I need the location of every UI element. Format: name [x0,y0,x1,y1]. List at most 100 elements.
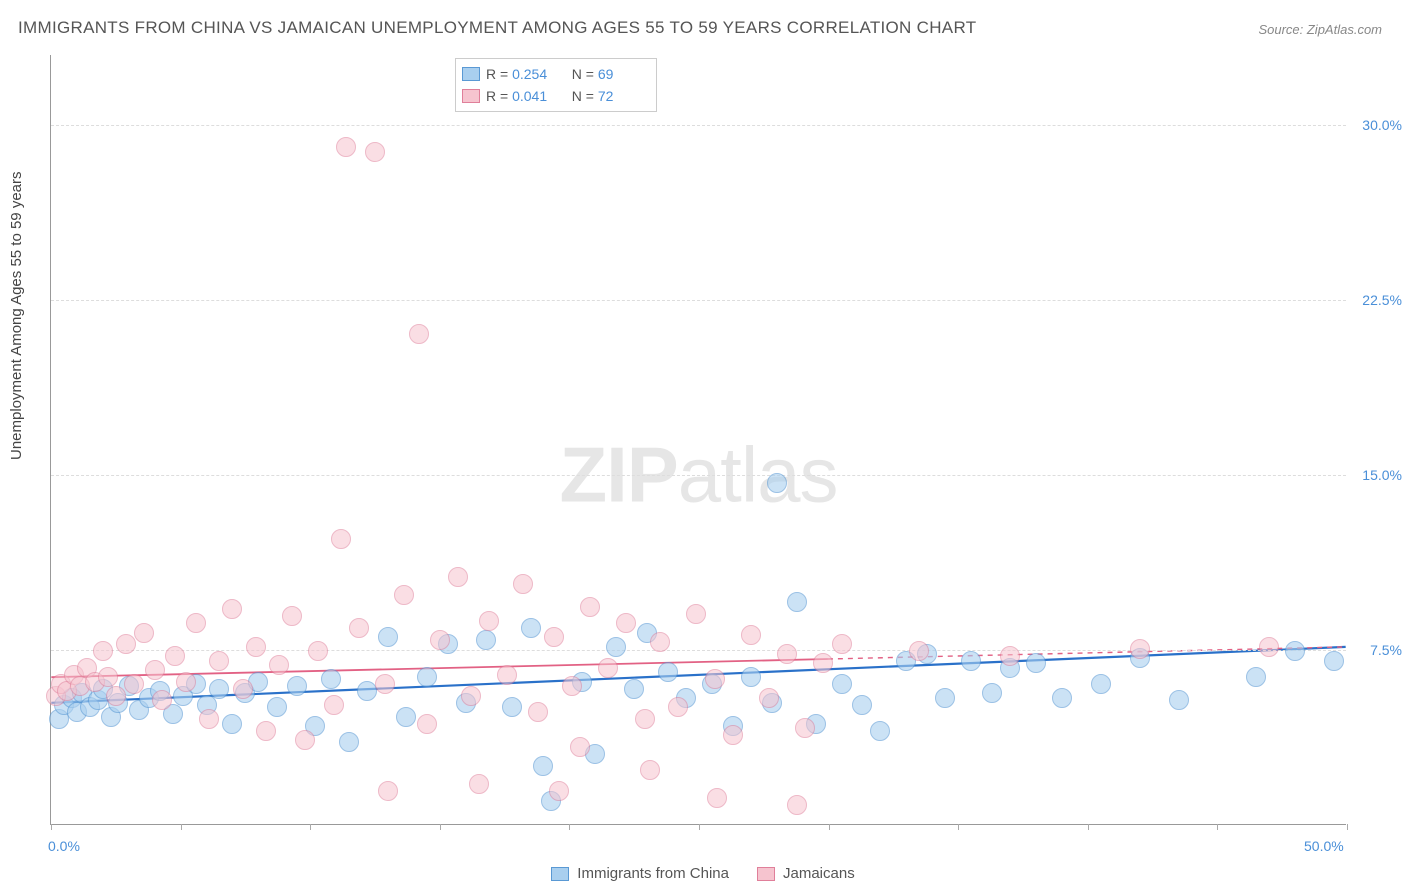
scatter-point-china [209,679,229,699]
y-tick-label: 30.0% [1362,117,1402,133]
scatter-point-jamaicans [479,611,499,631]
scatter-point-china [787,592,807,612]
scatter-point-china [321,669,341,689]
scatter-point-china [1246,667,1266,687]
scatter-point-jamaicans [497,665,517,685]
x-tick [699,824,700,830]
scatter-point-china [606,637,626,657]
scatter-point-china [339,732,359,752]
scatter-point-jamaicans [98,667,118,687]
gridline [51,125,1346,126]
scatter-point-jamaicans [686,604,706,624]
x-tick [1347,824,1348,830]
x-tick [1217,824,1218,830]
scatter-point-jamaicans [134,623,154,643]
scatter-point-jamaicans [616,613,636,633]
legend-swatch [551,867,569,881]
scatter-point-jamaicans [430,630,450,650]
scatter-point-jamaicans [741,625,761,645]
scatter-point-jamaicans [635,709,655,729]
scatter-point-jamaicans [93,641,113,661]
scatter-point-jamaicans [186,613,206,633]
scatter-point-jamaicans [461,686,481,706]
scatter-point-china [1052,688,1072,708]
x-tick [310,824,311,830]
scatter-point-china [852,695,872,715]
legend-swatch [462,89,480,103]
x-tick [1088,824,1089,830]
scatter-point-jamaicans [580,597,600,617]
scatter-point-jamaicans [469,774,489,794]
scatter-point-china [1285,641,1305,661]
scatter-point-jamaicans [324,695,344,715]
scatter-point-china [935,688,955,708]
scatter-point-china [533,756,553,776]
gridline [51,300,1346,301]
scatter-point-jamaicans [1130,639,1150,659]
scatter-point-jamaicans [269,655,289,675]
scatter-point-jamaicans [1000,646,1020,666]
x-tick [181,824,182,830]
plot-area: ZIPatlas 7.5%15.0%22.5%30.0% [50,55,1346,825]
gridline [51,475,1346,476]
scatter-point-jamaicans [199,709,219,729]
scatter-point-china [1324,651,1344,671]
scatter-point-jamaicans [233,679,253,699]
scatter-point-jamaicans [909,641,929,661]
y-tick-label: 7.5% [1370,642,1402,658]
scatter-point-china [741,667,761,687]
scatter-point-china [982,683,1002,703]
gridline [51,650,1346,651]
scatter-point-china [287,676,307,696]
scatter-point-jamaicans [246,637,266,657]
scatter-point-jamaicans [598,658,618,678]
scatter-point-china [521,618,541,638]
scatter-point-china [476,630,496,650]
scatter-point-china [767,473,787,493]
scatter-point-jamaicans [336,137,356,157]
y-axis-label: Unemployment Among Ages 55 to 59 years [8,171,25,460]
legend-swatch [757,867,775,881]
trend-lines-layer [51,55,1346,824]
scatter-point-jamaicans [787,795,807,815]
y-tick-label: 15.0% [1362,467,1402,483]
scatter-point-china [870,721,890,741]
scatter-point-jamaicans [222,599,242,619]
scatter-point-jamaicans [570,737,590,757]
scatter-point-jamaicans [562,676,582,696]
scatter-point-jamaicans [365,142,385,162]
scatter-point-jamaicans [777,644,797,664]
scatter-point-jamaicans [544,627,564,647]
scatter-point-china [961,651,981,671]
scatter-point-jamaicans [308,641,328,661]
scatter-point-jamaicans [409,324,429,344]
scatter-point-china [502,697,522,717]
scatter-point-china [1026,653,1046,673]
scatter-point-jamaicans [331,529,351,549]
scatter-point-china [1091,674,1111,694]
x-tick-label: 0.0% [48,838,80,854]
scatter-point-china [357,681,377,701]
chart-title: IMMIGRANTS FROM CHINA VS JAMAICAN UNEMPL… [18,18,976,38]
scatter-point-jamaicans [1259,637,1279,657]
legend-swatch [462,67,480,81]
scatter-point-jamaicans [394,585,414,605]
legend-row-jamaicans: R = 0.041 N = 72 [462,85,646,107]
scatter-point-jamaicans [448,567,468,587]
scatter-point-china [267,697,287,717]
legend-item: Jamaicans [757,865,855,882]
x-tick-label: 50.0% [1304,838,1344,854]
scatter-point-jamaicans [705,669,725,689]
scatter-point-jamaicans [832,634,852,654]
scatter-point-china [624,679,644,699]
x-tick [51,824,52,830]
scatter-point-china [1169,690,1189,710]
scatter-point-china [396,707,416,727]
scatter-point-jamaicans [528,702,548,722]
scatter-point-jamaicans [759,688,779,708]
legend-row-china: R = 0.254 N = 69 [462,63,646,85]
scatter-point-china [378,627,398,647]
scatter-point-jamaicans [124,674,144,694]
scatter-point-jamaicans [513,574,533,594]
x-tick [569,824,570,830]
